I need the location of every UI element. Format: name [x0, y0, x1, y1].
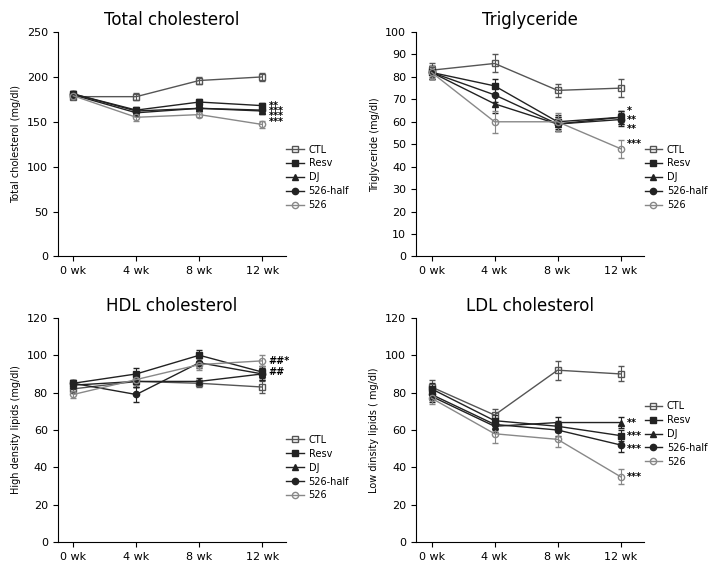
Y-axis label: Triglyceride (mg/dl): Triglyceride (mg/dl) — [370, 97, 380, 191]
Text: **: ** — [627, 124, 637, 134]
Legend: CTL, Resv, DJ, 526-half, 526: CTL, Resv, DJ, 526-half, 526 — [645, 144, 707, 210]
Text: ##: ## — [269, 367, 285, 377]
Y-axis label: Low dinsity lipids ( mg/dl): Low dinsity lipids ( mg/dl) — [370, 367, 379, 493]
Legend: CTL, Resv, DJ, 526-half, 526: CTL, Resv, DJ, 526-half, 526 — [645, 401, 707, 467]
Text: **: ** — [269, 101, 279, 111]
Text: ***: *** — [269, 117, 284, 127]
Title: LDL cholesterol: LDL cholesterol — [466, 297, 594, 315]
Text: ***: *** — [627, 139, 642, 149]
Text: ***: *** — [627, 444, 642, 454]
Text: ##*: ##* — [269, 356, 290, 366]
Text: ***: *** — [627, 431, 642, 441]
Text: *: * — [627, 105, 632, 116]
Y-axis label: Total cholesterol (mg/dl): Total cholesterol (mg/dl) — [11, 85, 21, 203]
Title: HDL cholesterol: HDL cholesterol — [106, 297, 238, 315]
Text: ***: *** — [269, 106, 284, 116]
Legend: CTL, Resv, DJ, 526-half, 526: CTL, Resv, DJ, 526-half, 526 — [286, 435, 349, 500]
Title: Total cholesterol: Total cholesterol — [104, 11, 239, 29]
Text: ***: *** — [627, 472, 642, 482]
Legend: CTL, Resv, DJ, 526-half, 526: CTL, Resv, DJ, 526-half, 526 — [286, 144, 349, 210]
Text: ***: *** — [269, 111, 284, 121]
Y-axis label: High density lipids (mg/dl): High density lipids (mg/dl) — [11, 366, 21, 494]
Title: Triglyceride: Triglyceride — [482, 11, 578, 29]
Text: **: ** — [627, 115, 637, 124]
Text: **: ** — [627, 418, 637, 427]
